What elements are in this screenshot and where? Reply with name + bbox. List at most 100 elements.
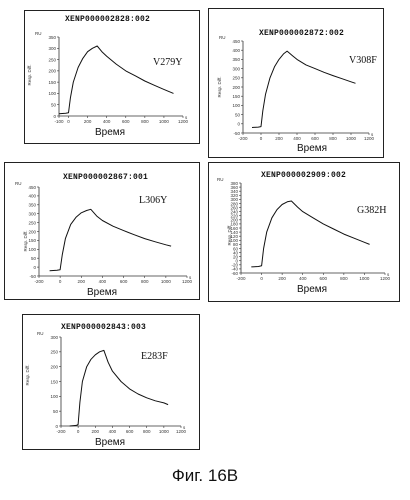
x-tick-label: 400 [299,276,307,281]
x-tick-label: 800 [143,429,151,434]
x-tick-label: 200 [84,119,92,124]
chart-panel-2: XENP000002872:002 V308F Время -50 0 50 100 1… [208,8,384,158]
y-axis-label: Resp. Diff. [217,77,222,98]
x-tick-label: -100 [54,119,64,124]
y-tick-label: 0 [235,259,238,264]
x-unit-label: s [189,275,192,280]
x-tick-label: 1000 [359,276,370,281]
x-tick-label: 600 [320,276,328,281]
y-tick-label: -50 [29,274,36,279]
y-tick-label: -40 [231,267,238,272]
y-tick-label: 240 [230,209,238,214]
y-tick-label: -20 [231,263,238,268]
y-axis-label: Resp. Diff. [227,225,232,246]
x-unit-label: s [185,115,188,120]
x-tick-label: -200 [238,136,248,141]
chart-panel-1: XENP000002828:002 V279Y Время 0 50 100 150 2… [24,10,200,144]
chart-title: XENP000002872:002 [259,29,345,38]
x-unit-label: s [371,132,374,137]
y-tick-label: 250 [48,57,56,62]
y-tick-label: 200 [230,218,238,223]
y-tick-label: 40 [233,250,239,255]
x-tick-label: 400 [293,136,301,141]
y-tick-label: 0 [237,122,240,127]
x-axis-label: Время [297,284,328,295]
y-tick-label: 100 [50,394,58,399]
x-tick-label: 800 [141,279,149,284]
chart-title: XENP000002828:002 [65,15,151,24]
y-tick-label: 350 [232,57,240,62]
y-tick-label: 260 [230,205,238,210]
y-tick-label: 380 [230,181,238,186]
y-tick-label: 400 [232,48,240,53]
y-tick-label: 300 [230,197,238,202]
x-tick-label: 1200 [182,279,193,284]
y-tick-label: 60 [233,246,239,251]
y-tick-label: 50 [53,409,59,414]
series-line [49,208,172,272]
x-tick-label: -200 [56,429,66,434]
x-axis-label: Время [87,287,118,298]
mutation-label: V279Y [153,57,183,68]
x-tick-label: -200 [34,279,44,284]
x-tick-label: 400 [99,279,107,284]
x-tick-label: 600 [122,119,130,124]
series-line [251,50,356,128]
x-tick-label: 1000 [161,279,172,284]
y-tick-label: 150 [48,80,56,85]
mutation-label: E283F [141,351,168,362]
x-unit-label: s [183,425,186,430]
y-tick-label: 340 [230,189,238,194]
x-axis-label: Время [95,127,126,138]
x-tick-label: 200 [78,279,86,284]
y-unit-label: RU [217,177,224,182]
x-tick-label: 0 [260,276,263,281]
chart-panel-4: XENP000002909:002 G382H Время -60 -40 -20 0… [208,162,400,302]
y-tick-label: 120 [230,234,238,239]
y-tick-label: 280 [230,201,238,206]
y-tick-label: 0 [55,424,58,429]
x-tick-label: 1200 [176,429,187,434]
y-tick-label: 50 [235,112,241,117]
y-tick-label: 150 [232,94,240,99]
chart-title: XENP000002867:001 [63,173,149,182]
x-tick-label: 1000 [159,429,170,434]
x-tick-label: 1000 [346,136,357,141]
x-axis-label: Время [95,437,126,448]
y-tick-label: 180 [230,222,238,227]
y-unit-label: RU [15,181,22,186]
y-tick-label: 250 [28,220,36,225]
y-tick-label: 80 [233,242,239,247]
x-tick-label: 200 [92,429,100,434]
x-unit-label: s [387,272,390,277]
chart-svg: -50 0 50 100 150 200 250 300 350 400 450 -200 0 200 40… [217,35,375,141]
x-tick-label: 400 [103,119,111,124]
y-tick-label: 200 [28,229,36,234]
y-tick-label: 200 [50,364,58,369]
x-tick-label: 0 [260,136,263,141]
x-tick-label: 0 [59,279,62,284]
x-tick-label: -200 [236,276,246,281]
x-tick-label: 200 [278,276,286,281]
chart-panel-3: XENP000002867:001 L306Y Время -50 0 50 100 1… [4,162,200,300]
y-tick-label: 450 [232,39,240,44]
x-tick-label: 1200 [178,119,189,124]
y-unit-label: RU [219,35,226,40]
y-tick-label: 350 [28,203,36,208]
x-axis-label: Время [297,143,328,154]
x-tick-label: 600 [311,136,319,141]
y-tick-label: 250 [232,76,240,81]
y-tick-label: 200 [48,69,56,74]
mutation-label: V308F [349,55,377,66]
x-tick-label: 1200 [380,276,391,281]
chart-title: XENP000002843:003 [61,323,147,332]
y-tick-label: 100 [28,247,36,252]
chart-panel-5: XENP000002843:003 E283F Время 0 50 100 150 2… [22,314,200,450]
x-tick-label: 800 [141,119,149,124]
y-tick-label: 50 [51,103,57,108]
x-tick-label: 0 [67,119,70,124]
y-tick-label: 100 [48,91,56,96]
figure-caption: Фиг. 16B [171,466,239,485]
chart-svg: 0 50 100 150 200 250 300 350 -100 0 200 400 600 800 10… [27,31,189,124]
